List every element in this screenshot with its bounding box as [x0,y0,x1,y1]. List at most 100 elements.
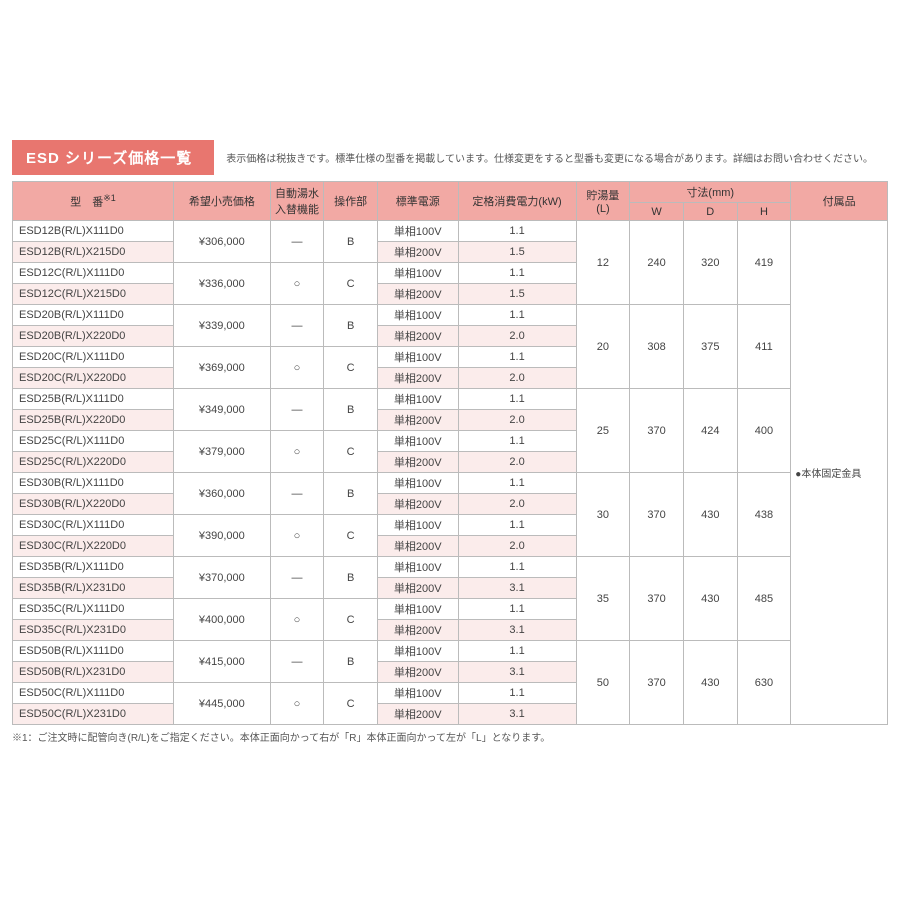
rated-cell: 2.0 [458,536,576,557]
price-cell: ¥360,000 [174,473,271,515]
col-d: D [683,203,737,221]
price-cell: ¥370,000 [174,557,271,599]
col-model: 型 番※1 [13,182,174,221]
model-cell: ESD30C(R/L)X220D0 [13,536,174,557]
rated-cell: 1.1 [458,389,576,410]
d-cell: 430 [683,557,737,641]
power-cell: 単相100V [377,473,458,494]
model-cell: ESD12B(R/L)X215D0 [13,242,174,263]
panel-cell: C [324,263,378,305]
power-cell: 単相100V [377,263,458,284]
volume-cell: 12 [576,221,630,305]
model-cell: ESD30B(R/L)X111D0 [13,473,174,494]
model-cell: ESD35B(R/L)X231D0 [13,578,174,599]
autofill-cell: — [270,557,324,599]
col-model-sup: ※1 [103,193,116,203]
panel-cell: B [324,389,378,431]
price-cell: ¥400,000 [174,599,271,641]
w-cell: 370 [630,641,684,725]
table-row: ESD25B(R/L)X111D0¥349,000—B単相100V1.12537… [13,389,888,410]
power-cell: 単相100V [377,389,458,410]
rated-cell: 1.1 [458,557,576,578]
model-cell: ESD50B(R/L)X231D0 [13,662,174,683]
volume-cell: 20 [576,305,630,389]
rated-cell: 3.1 [458,662,576,683]
model-cell: ESD25C(R/L)X111D0 [13,431,174,452]
h-cell: 411 [737,305,791,389]
title-badge: ESD シリーズ価格一覧 [12,140,214,175]
h-cell: 419 [737,221,791,305]
autofill-cell: — [270,473,324,515]
d-cell: 320 [683,221,737,305]
price-cell: ¥336,000 [174,263,271,305]
rated-cell: 1.1 [458,263,576,284]
power-cell: 単相100V [377,557,458,578]
model-cell: ESD20B(R/L)X220D0 [13,326,174,347]
autofill-cell: ○ [270,431,324,473]
d-cell: 424 [683,389,737,473]
model-cell: ESD20C(R/L)X220D0 [13,368,174,389]
power-cell: 単相200V [377,242,458,263]
table-row: ESD35B(R/L)X111D0¥370,000—B単相100V1.13537… [13,557,888,578]
col-dims: 寸法(mm) [630,182,791,203]
panel-cell: C [324,515,378,557]
power-cell: 単相200V [377,284,458,305]
col-power: 標準電源 [377,182,458,221]
model-cell: ESD35C(R/L)X111D0 [13,599,174,620]
volume-cell: 35 [576,557,630,641]
h-cell: 630 [737,641,791,725]
power-cell: 単相200V [377,494,458,515]
rated-cell: 2.0 [458,410,576,431]
model-cell: ESD20B(R/L)X111D0 [13,305,174,326]
w-cell: 370 [630,473,684,557]
price-cell: ¥445,000 [174,683,271,725]
col-panel: 操作部 [324,182,378,221]
rated-cell: 1.1 [458,683,576,704]
power-cell: 単相100V [377,683,458,704]
rated-cell: 1.1 [458,473,576,494]
power-cell: 単相100V [377,347,458,368]
rated-cell: 3.1 [458,578,576,599]
model-cell: ESD25B(R/L)X111D0 [13,389,174,410]
panel-cell: B [324,221,378,263]
model-cell: ESD12C(R/L)X215D0 [13,284,174,305]
w-cell: 240 [630,221,684,305]
autofill-cell: ○ [270,263,324,305]
rated-cell: 3.1 [458,620,576,641]
power-cell: 単相200V [377,662,458,683]
autofill-cell: — [270,389,324,431]
model-cell: ESD12C(R/L)X111D0 [13,263,174,284]
power-cell: 単相200V [377,410,458,431]
panel-cell: B [324,557,378,599]
rated-cell: 2.0 [458,452,576,473]
power-cell: 単相200V [377,368,458,389]
panel-cell: C [324,431,378,473]
panel-cell: B [324,305,378,347]
table-row: ESD12B(R/L)X111D0¥306,000—B単相100V1.11224… [13,221,888,242]
price-cell: ¥306,000 [174,221,271,263]
rated-cell: 1.1 [458,641,576,662]
col-h: H [737,203,791,221]
col-model-label: 型 番 [70,196,103,208]
price-table: 型 番※1 希望小売価格 自動湯水入替機能 操作部 標準電源 定格消費電力(kW… [12,181,888,725]
model-cell: ESD12B(R/L)X111D0 [13,221,174,242]
model-cell: ESD35C(R/L)X231D0 [13,620,174,641]
rated-cell: 1.1 [458,515,576,536]
accessory-cell: ●本体固定金具 [791,221,888,725]
power-cell: 単相100V [377,221,458,242]
autofill-cell: — [270,641,324,683]
col-volume: 貯湯量(L) [576,182,630,221]
table-row: ESD50B(R/L)X111D0¥415,000—B単相100V1.15037… [13,641,888,662]
w-cell: 370 [630,389,684,473]
title-note: 表示価格は税抜きです。標準仕様の型番を掲載しています。仕様変更をすると型番も変更… [226,150,888,165]
footnote: ※1：ご注文時に配管向き(R/L)をご指定ください。本体正面向かって右が「R」本… [12,729,888,744]
model-cell: ESD25C(R/L)X220D0 [13,452,174,473]
power-cell: 単相200V [377,578,458,599]
power-cell: 単相100V [377,599,458,620]
rated-cell: 3.1 [458,704,576,725]
rated-cell: 2.0 [458,368,576,389]
power-cell: 単相200V [377,620,458,641]
price-cell: ¥390,000 [174,515,271,557]
power-cell: 単相100V [377,305,458,326]
volume-cell: 25 [576,389,630,473]
